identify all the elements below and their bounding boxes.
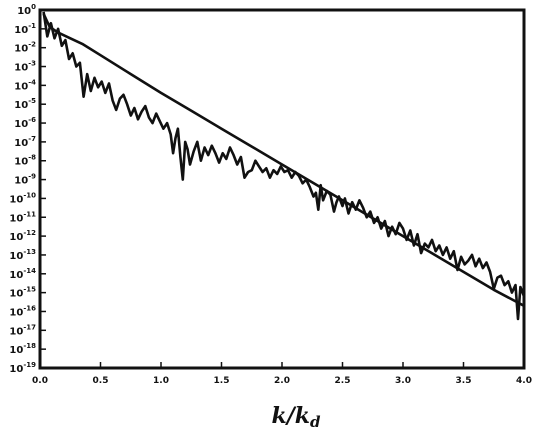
y-tick-label: 10-4	[14, 78, 36, 92]
y-tick-label: 10-18	[9, 342, 36, 356]
x-tick-label: 2.5	[335, 376, 351, 386]
y-tick-label: 10-17	[9, 323, 36, 337]
noisy-series-line	[42, 11, 526, 321]
y-tick-label: 10-10	[9, 191, 36, 205]
x-tick-label: 1.5	[214, 376, 230, 386]
x-axis: 0.0 0.5 1.0 1.5 2.0 2.5 3.0 3.5 4.0	[32, 362, 532, 386]
x-tick-label: 0.0	[32, 376, 48, 386]
plot-frame	[38, 8, 526, 370]
y-tick-label: 10-8	[14, 154, 36, 168]
x-tick-label: 3.5	[456, 376, 472, 386]
y-tick-label: 10-13	[9, 248, 36, 262]
y-axis: 100 10-1 10-2 10-3 10-4 10-5 10-6 10-7 10-8 10-9 1…	[9, 3, 46, 375]
smooth-series-line	[42, 13, 525, 307]
y-tick-label: 10-3	[14, 60, 36, 74]
x-tick-label: 3.0	[395, 376, 411, 386]
x-tick-label: 4.0	[516, 376, 532, 386]
x-axis-label: k/kd	[271, 403, 321, 431]
y-tick-label: 10-9	[14, 173, 36, 187]
data-lines	[42, 11, 526, 321]
y-tick-label: 10-16	[9, 304, 36, 318]
y-tick-label: 10-19	[9, 361, 36, 375]
y-tick-label: 10-14	[9, 267, 36, 281]
x-tick-label: 2.0	[274, 376, 290, 386]
y-tick-label: 10-15	[9, 286, 36, 300]
x-tick-label: 1.0	[153, 376, 169, 386]
x-tick-label: 0.5	[93, 376, 109, 386]
y-tick-label: 10-7	[14, 135, 36, 149]
y-tick-label: 100	[17, 3, 36, 17]
y-tick-label: 10-5	[14, 97, 36, 111]
y-tick-label: 10-11	[9, 210, 36, 224]
y-tick-label: 10-12	[9, 229, 36, 243]
y-tick-label: 10-6	[14, 116, 36, 130]
y-tick-label: 10-2	[14, 41, 36, 55]
y-tick-label: 10-1	[14, 22, 36, 36]
